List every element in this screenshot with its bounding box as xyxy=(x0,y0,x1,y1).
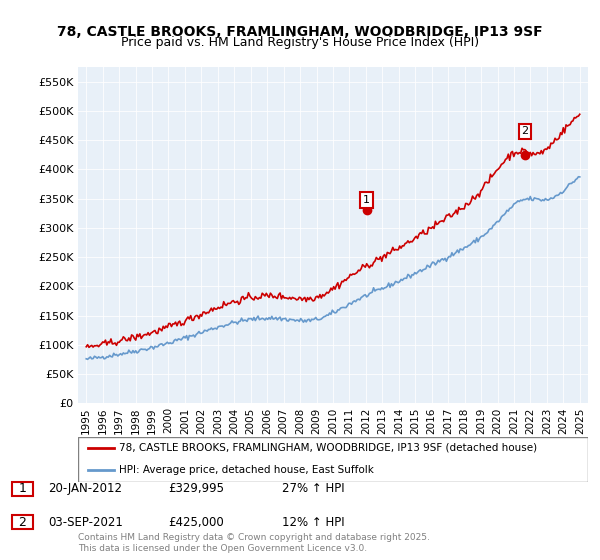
Text: 78, CASTLE BROOKS, FRAMLINGHAM, WOODBRIDGE, IP13 9SF (detached house): 78, CASTLE BROOKS, FRAMLINGHAM, WOODBRID… xyxy=(119,443,537,453)
Text: 27% ↑ HPI: 27% ↑ HPI xyxy=(282,482,344,495)
Text: 2: 2 xyxy=(521,127,529,137)
Text: HPI: Average price, detached house, East Suffolk: HPI: Average price, detached house, East… xyxy=(119,465,374,475)
Text: Price paid vs. HM Land Registry's House Price Index (HPI): Price paid vs. HM Land Registry's House … xyxy=(121,36,479,49)
Text: 1: 1 xyxy=(363,195,370,205)
Text: 03-SEP-2021: 03-SEP-2021 xyxy=(48,516,123,529)
Text: £425,000: £425,000 xyxy=(168,516,224,529)
Text: Contains HM Land Registry data © Crown copyright and database right 2025.
This d: Contains HM Land Registry data © Crown c… xyxy=(78,533,430,553)
FancyBboxPatch shape xyxy=(78,437,588,482)
Text: 20-JAN-2012: 20-JAN-2012 xyxy=(48,482,122,495)
Text: £329,995: £329,995 xyxy=(168,482,224,495)
Text: 1: 1 xyxy=(18,482,26,495)
Text: 12% ↑ HPI: 12% ↑ HPI xyxy=(282,516,344,529)
Text: 78, CASTLE BROOKS, FRAMLINGHAM, WOODBRIDGE, IP13 9SF: 78, CASTLE BROOKS, FRAMLINGHAM, WOODBRID… xyxy=(57,25,543,39)
Text: 2: 2 xyxy=(18,516,26,529)
